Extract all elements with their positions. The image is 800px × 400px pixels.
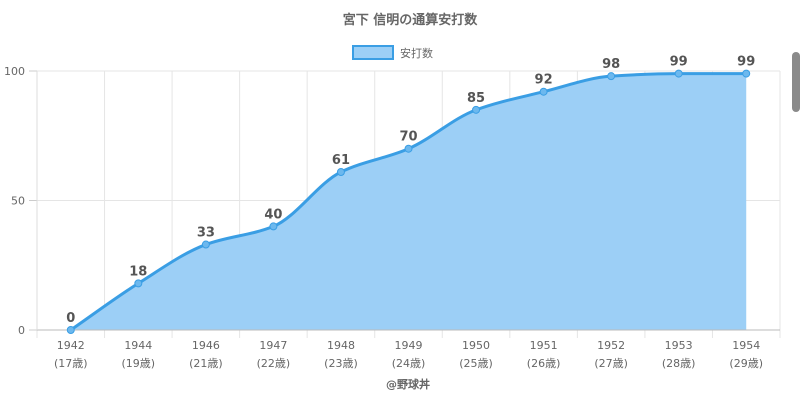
y-tick-label: 50 — [11, 195, 25, 208]
x-tick-label: 1947 — [259, 339, 287, 352]
scrollbar-thumb[interactable] — [792, 52, 800, 112]
data-point[interactable] — [134, 279, 143, 288]
data-label: 18 — [129, 264, 147, 279]
x-tick-sublabel: (17歳) — [54, 357, 88, 370]
x-tick-sublabel: (21歳) — [189, 357, 223, 370]
x-tick-sublabel: (27歳) — [594, 357, 628, 370]
axes: 0 50 100 1942 (17歳) 1944 (19歳) 1946 (21歳) 1947 (22… — [4, 65, 780, 370]
x-tick-sublabel: (26歳) — [527, 357, 561, 370]
series-area — [70, 73, 747, 330]
data-label: 92 — [535, 73, 553, 88]
legend[interactable]: 安打数 — [352, 45, 433, 60]
data-label: 0 — [66, 311, 75, 326]
data-point[interactable] — [742, 69, 751, 78]
data-label: 61 — [332, 153, 350, 168]
data-point[interactable] — [201, 240, 210, 249]
x-tick-label: 1951 — [530, 339, 558, 352]
data-points — [66, 69, 751, 334]
y-tick-label: 0 — [18, 324, 25, 337]
x-tick-label: 1946 — [192, 339, 220, 352]
y-tick-label: 100 — [4, 65, 25, 78]
data-point[interactable] — [607, 72, 616, 81]
legend-swatch — [352, 45, 394, 60]
data-label: 99 — [670, 55, 688, 70]
data-label: 98 — [602, 57, 620, 72]
x-tick-label: 1948 — [327, 339, 355, 352]
x-tick-label: 1944 — [124, 339, 152, 352]
x-tick-label: 1950 — [462, 339, 490, 352]
x-tick-sublabel: (24歳) — [392, 357, 426, 370]
x-tick-sublabel: (29歳) — [729, 357, 763, 370]
data-label: 70 — [399, 130, 417, 145]
data-point[interactable] — [404, 144, 413, 153]
legend-label: 安打数 — [400, 46, 433, 60]
data-point[interactable] — [336, 168, 345, 177]
data-point[interactable] — [269, 222, 278, 231]
x-tick-label: 1952 — [597, 339, 625, 352]
data-point[interactable] — [66, 326, 75, 334]
x-tick-label: 1953 — [665, 339, 693, 352]
footer-credit: @野球丼 — [386, 377, 430, 391]
data-label: 33 — [197, 226, 215, 241]
data-point[interactable] — [539, 87, 548, 96]
data-label: 40 — [264, 207, 282, 222]
x-tick-sublabel: (23歳) — [324, 357, 358, 370]
x-tick-sublabel: (19歳) — [122, 357, 156, 370]
data-labels: 0 18 33 40 61 70 85 92 98 99 99 — [66, 55, 755, 326]
data-point[interactable] — [472, 105, 481, 114]
x-tick-label: 1942 — [57, 339, 85, 352]
data-label: 85 — [467, 91, 485, 106]
x-tick-sublabel: (28歳) — [662, 357, 696, 370]
x-tick-sublabel: (22歳) — [257, 357, 291, 370]
x-tick-label: 1954 — [732, 339, 760, 352]
data-label: 99 — [737, 55, 755, 70]
data-point[interactable] — [674, 69, 683, 78]
x-tick-sublabel: (25歳) — [459, 357, 493, 370]
x-tick-label: 1949 — [395, 339, 423, 352]
chart-title: 宮下 信明の通算安打数 — [343, 12, 479, 28]
